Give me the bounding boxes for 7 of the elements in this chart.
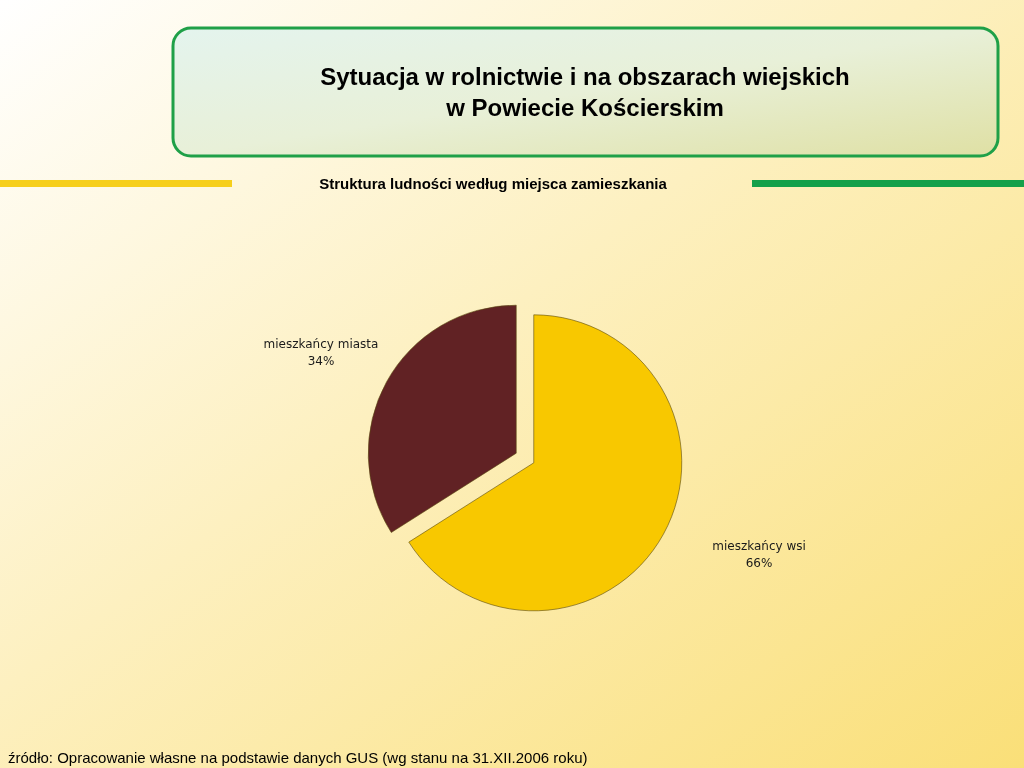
- chart-title: Sytuacja w rolnictwie i na obszarach wiejskich w Powiecie Kościerskim: [320, 63, 850, 121]
- chart-subtitle: Struktura ludności według miejsca zamieszkania: [319, 175, 668, 192]
- text: źródło: Opracowanie własne na podstawie danych GUS (wg stanu na 31.XII.2006 roku): [8, 749, 588, 766]
- slice-label: mieszkańcy wsi: [712, 539, 806, 554]
- data-label: 34%: [307, 353, 335, 368]
- data-label: 66%: [745, 556, 773, 571]
- slice-label: mieszkańcy miasta: [263, 336, 379, 351]
